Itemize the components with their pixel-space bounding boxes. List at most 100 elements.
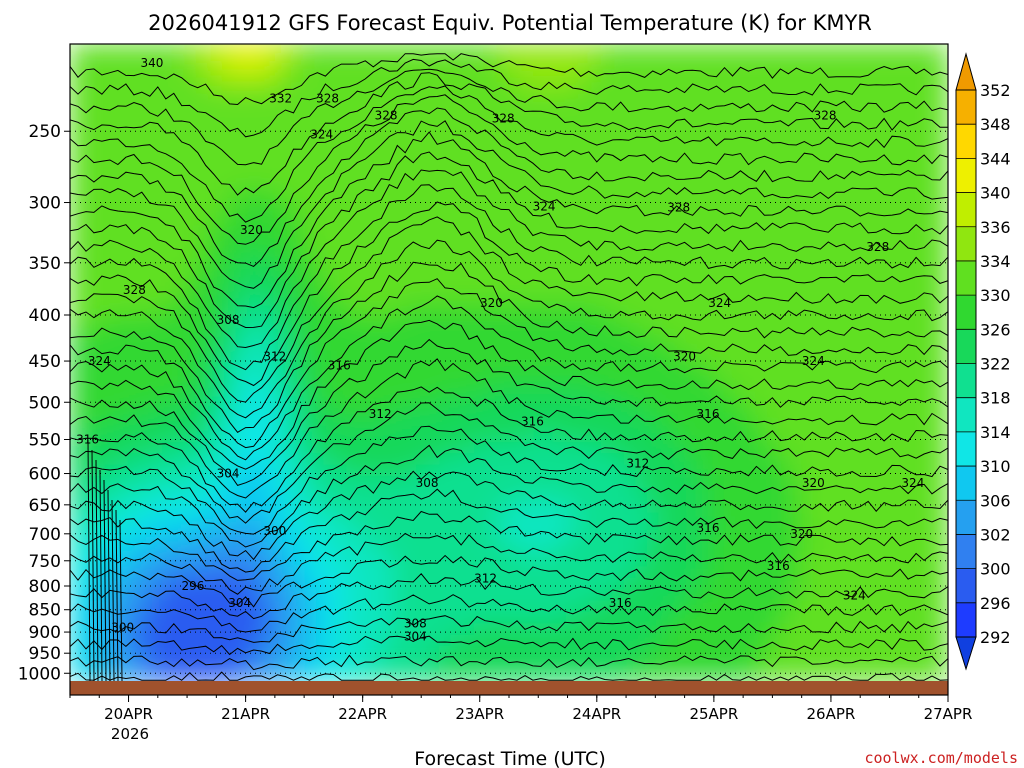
- colorbar: 292 296 300 302 306 310 314 318 322 326 330 334 336 3…: [955, 52, 1011, 671]
- colorbar-label: 310: [980, 457, 1011, 476]
- contour-line: [70, 216, 948, 403]
- colorbar-swatch: [956, 260, 976, 296]
- contour-line: [87, 439, 91, 681]
- contour-label: 328: [492, 112, 515, 126]
- contour-line: [70, 554, 948, 608]
- colorbar-label: 302: [980, 525, 1011, 544]
- contour-labels: 340 332 328 324 328 328 324 328 328 328 328 320 320 3…: [76, 56, 924, 643]
- colorbar-label: 348: [980, 115, 1011, 134]
- contour-label: 316: [609, 596, 632, 610]
- colorbar-swatch: [956, 295, 976, 330]
- colorbar-under-arrow: [955, 636, 977, 671]
- contour-line: [119, 519, 123, 681]
- contour-label: 312: [369, 407, 392, 421]
- contour-line: [70, 120, 948, 289]
- contour-label: 328: [814, 108, 837, 122]
- contour-line: [70, 444, 948, 548]
- contour-label: 320: [802, 476, 825, 490]
- colorbar-label: 340: [980, 184, 1011, 203]
- contour-line: [70, 510, 948, 581]
- y-tick-label: 500: [29, 393, 61, 413]
- contour-label: 308: [416, 476, 439, 490]
- colorbar-swatch: [956, 466, 976, 501]
- contour-line: [70, 261, 948, 433]
- colorbar-swatch: [956, 124, 976, 159]
- contour-line: [70, 671, 948, 681]
- contour-label: 304: [228, 596, 251, 610]
- y-tick-label: 850: [29, 601, 61, 621]
- contour-line: [70, 635, 948, 656]
- contour-label: 296: [181, 579, 204, 593]
- contour-line: [70, 151, 948, 329]
- contour-line: [91, 449, 95, 681]
- colorbar-swatch: [956, 158, 976, 194]
- contour-label: 328: [667, 201, 690, 215]
- x-axis: 20APR 21APR 22APR 23APR 24APR 25APR 26APR 27APR: [69, 695, 973, 723]
- y-axis: 2503003504004505005506006507007508008509…: [18, 122, 70, 684]
- colorbar-swatch: [956, 226, 976, 262]
- x-axis-title: Forecast Time (UTC): [414, 748, 605, 768]
- contour-label: 316: [697, 407, 720, 421]
- contour-line: [70, 94, 948, 245]
- colorbar-label: 334: [980, 252, 1011, 271]
- contour-lines: [70, 53, 948, 681]
- contour-line: [70, 68, 948, 166]
- contour-line: [70, 72, 948, 196]
- y-tick-label: 600: [29, 465, 61, 485]
- x-tick-label: 26APR: [807, 705, 856, 723]
- contour-line: [70, 319, 948, 470]
- colorbar-swatch: [956, 500, 976, 535]
- contour-label: 328: [316, 92, 339, 106]
- y-tick-label: 350: [29, 254, 61, 274]
- contour-label: 324: [708, 296, 731, 310]
- contour-label: 316: [697, 521, 720, 535]
- x-year-label: 2026: [111, 725, 149, 743]
- contour-line: [70, 654, 948, 671]
- colorbar-label: 344: [980, 149, 1011, 168]
- contour-line: [70, 53, 948, 106]
- contour-line: [103, 479, 107, 681]
- colorbar-label: 330: [980, 286, 1011, 305]
- contour-label: 324: [901, 476, 924, 490]
- colorbar-swatch: [956, 431, 976, 467]
- contour-line: [70, 386, 948, 513]
- y-tick-label: 950: [29, 644, 61, 664]
- x-tick-label: 21APR: [221, 705, 270, 723]
- y-tick-label: 1000: [18, 664, 61, 684]
- colorbar-swatch: [956, 602, 976, 638]
- colorbar-label: 322: [980, 355, 1011, 374]
- contour-label: 300: [263, 524, 286, 538]
- y-tick-label: 400: [29, 306, 61, 326]
- colorbar-swatch: [956, 397, 976, 433]
- contour-label: 312: [626, 457, 649, 471]
- x-tick-label: 27APR: [924, 705, 973, 723]
- colorbar-label: 318: [980, 389, 1011, 408]
- colorbar-label: 300: [980, 560, 1011, 579]
- site-credit[interactable]: coolwx.com/models: [864, 749, 1018, 767]
- x-tick-label: 22APR: [338, 705, 387, 723]
- contour-label: 320: [790, 527, 813, 541]
- contour-line: [70, 169, 948, 349]
- contour-line: [70, 615, 948, 643]
- contour-label: 324: [310, 127, 333, 141]
- contour-line: [70, 131, 948, 309]
- ground-surface: [70, 681, 948, 695]
- contour-label: 308: [404, 616, 427, 630]
- contour-line: [70, 239, 948, 419]
- contour-label: 316: [328, 358, 351, 372]
- contour-line: [70, 532, 948, 595]
- contour-label: 332: [269, 92, 292, 106]
- contour-line: [70, 295, 948, 461]
- contour-line: [70, 488, 948, 573]
- y-tick-label: 700: [29, 525, 61, 545]
- contour-line: [70, 425, 948, 535]
- contour-label: 320: [480, 296, 503, 310]
- contour-label: 328: [123, 283, 146, 297]
- colorbar-swatch: [956, 90, 976, 125]
- contour-line: [70, 278, 948, 449]
- colorbar-label: 352: [980, 81, 1011, 100]
- contour-line: [111, 499, 115, 681]
- colorbar-swatch: [956, 568, 976, 604]
- contour-label: 312: [263, 350, 286, 364]
- contour-line: [70, 470, 948, 561]
